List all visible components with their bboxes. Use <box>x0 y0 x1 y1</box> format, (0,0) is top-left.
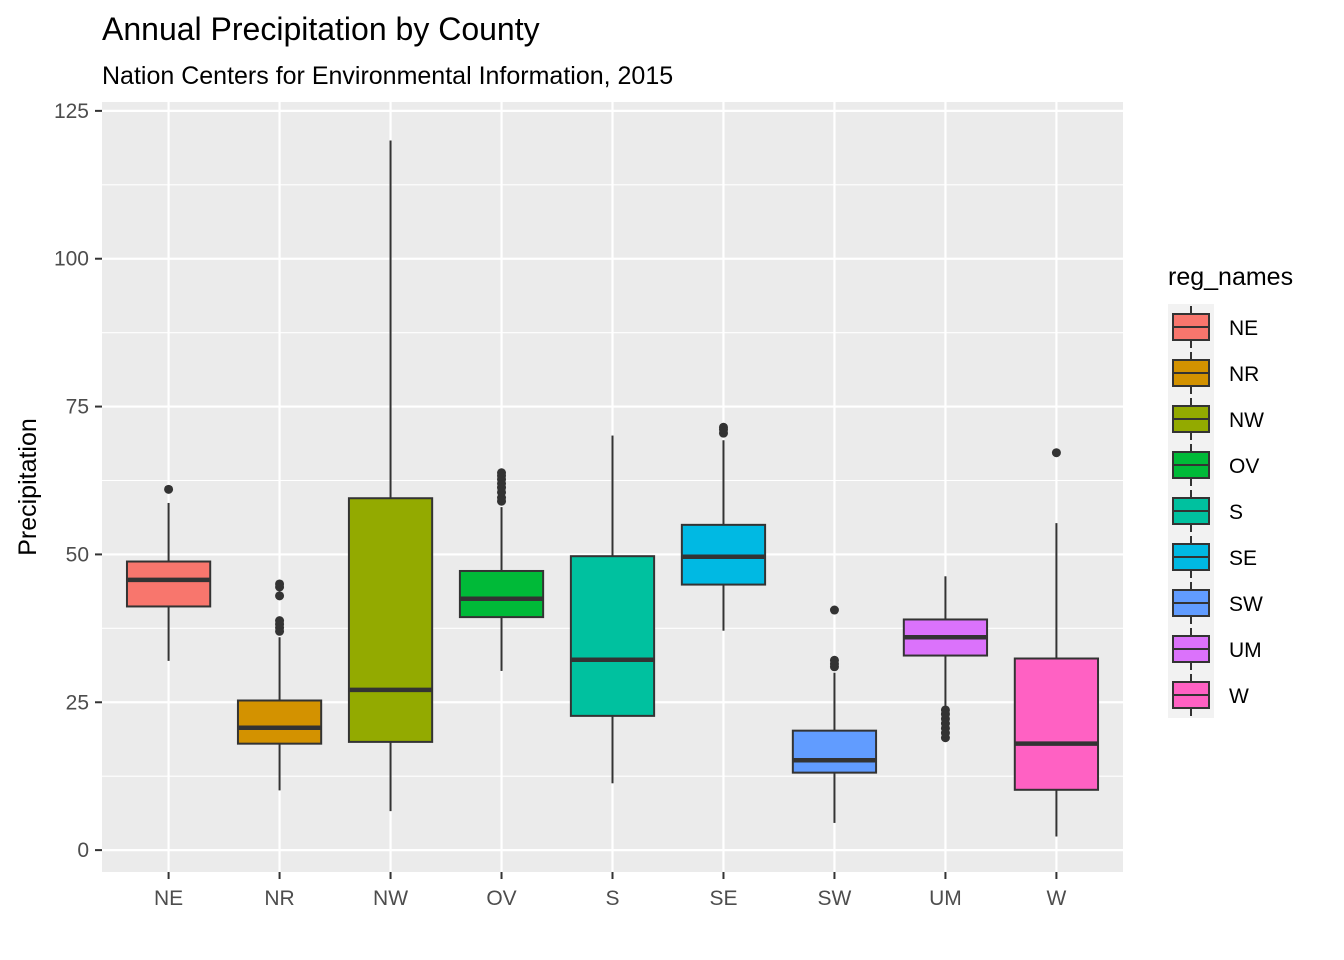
outlier-point <box>940 705 950 715</box>
box-S <box>569 555 656 717</box>
x-tick-label: SW <box>818 887 852 910</box>
outlier-point <box>275 616 285 626</box>
x-tick-label: UM <box>929 887 962 910</box>
legend-label: W <box>1229 685 1249 708</box>
outlier-point <box>718 422 728 432</box>
x-tick-label: NE <box>154 887 183 910</box>
outlier-point <box>275 591 285 601</box>
box-SW <box>791 729 878 774</box>
y-axis-title: Precipitation <box>14 418 42 556</box>
x-tick-label: SE <box>709 887 737 910</box>
box-NW <box>347 497 434 743</box>
outlier-point <box>829 655 839 665</box>
legend-label: NR <box>1229 363 1259 386</box>
y-tick-label: 100 <box>54 248 89 271</box>
box-OV <box>458 569 545 619</box>
outlier-point <box>829 605 839 615</box>
legend-label: NW <box>1229 409 1264 432</box>
x-tick-label: NW <box>373 887 408 910</box>
x-tick-label: NR <box>264 887 294 910</box>
outlier-point <box>164 484 174 494</box>
y-tick-label: 125 <box>54 100 89 123</box>
boxes <box>125 140 1100 837</box>
legend-title: reg_names <box>1168 263 1293 291</box>
x-tick-label: W <box>1046 887 1066 910</box>
y-tick-label: 50 <box>66 543 89 566</box>
y-tick-label: 25 <box>66 691 89 714</box>
chart-subtitle: Nation Centers for Environmental Informa… <box>102 62 673 90</box>
y-tick-label: 0 <box>77 839 89 862</box>
y-tick-label: 75 <box>66 396 89 419</box>
legend-label: SW <box>1229 593 1263 616</box>
x-tick-label: OV <box>486 887 516 910</box>
x-axis: NE NR NW OV S SE SW UM W <box>154 872 1066 910</box>
chart-title: Annual Precipitation by County <box>102 11 540 47</box>
outlier-point <box>275 579 285 589</box>
outlier-point <box>497 468 507 478</box>
legend-label: SE <box>1229 547 1257 570</box>
x-tick-label: S <box>605 887 619 910</box>
legend: NE NR NW OV S SE SW UM W <box>1168 304 1264 718</box>
legend-label: NE <box>1229 317 1258 340</box>
box-NE <box>125 560 212 608</box>
box-W <box>1013 657 1100 791</box>
legend-label: S <box>1229 501 1243 524</box>
box-NR <box>236 699 323 745</box>
y-axis: 0 25 50 75 100 125 <box>54 100 102 862</box>
legend-label: OV <box>1229 455 1259 478</box>
legend-label: UM <box>1229 639 1262 662</box>
outlier-point <box>1051 448 1061 458</box>
